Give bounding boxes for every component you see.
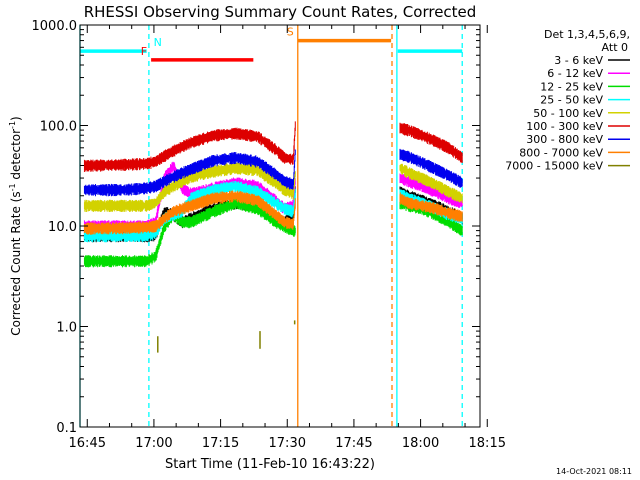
legend-label-8: 7000 - 15000 keV: [505, 160, 603, 173]
y-axis-label-sup: -1: [8, 183, 17, 191]
legend-label-6: 300 - 800 keV: [526, 133, 603, 146]
series-100-300-kev-part2: [399, 122, 463, 164]
y-axis-label-main: Corrected Count Rate (s: [9, 191, 23, 335]
y-axis-label-sup2: -1: [8, 121, 17, 129]
series-300-800-kev-part1: [83, 149, 296, 197]
legend-header-attenuator: Att 0: [602, 41, 628, 54]
y-tick-label-1: 1.0: [56, 321, 77, 336]
x-tick-label-1: 17:00: [135, 436, 172, 451]
y-axis-label-end: ): [9, 116, 23, 121]
legend-label-7: 800 - 7000 keV: [519, 146, 603, 159]
y-axis: 0.1 1.0 10.0 100.0 1000.0: [32, 19, 480, 436]
y-tick-label-2: 10.0: [48, 220, 77, 235]
flag-label-n: N: [154, 36, 162, 49]
flag-label-f: F: [141, 45, 147, 58]
flag-label-s: S: [287, 26, 294, 39]
y-tick-label-4: 1000.0: [32, 19, 78, 34]
legend-header-detectors: Det 1,3,4,5,6,9,: [544, 28, 630, 41]
y-tick-label-0: 0.1: [56, 421, 77, 436]
series-300-800-kev-part2: [399, 148, 463, 189]
y-tick-label-3: 100.0: [40, 120, 77, 135]
legend-label-0: 3 - 6 keV: [554, 54, 603, 67]
legend-label-4: 50 - 100 keV: [533, 107, 603, 120]
series-6-12-kev-part2: [399, 173, 463, 209]
series-50-100-kev-part2: [399, 163, 463, 203]
legend-label-1: 6 - 12 keV: [547, 67, 603, 80]
x-tick-label-6: 18:15: [469, 436, 506, 451]
x-axis: 16:45 17:00 17:15 17:30 17:45 18:00 18:15: [69, 25, 506, 451]
chart-title: RHESSI Observing Summary Count Rates, Co…: [84, 3, 477, 21]
series-800-7000-kev-part1: [83, 190, 296, 235]
x-tick-label-4: 17:45: [335, 436, 372, 451]
series-50-100-kev-part1: [83, 162, 296, 213]
y-axis-label-mid: detector: [9, 129, 23, 184]
x-tick-label-2: 17:15: [202, 436, 239, 451]
plot-area: NF S: [79, 25, 463, 427]
legend-label-2: 12 - 25 keV: [540, 80, 603, 93]
x-axis-label: Start Time (11-Feb-10 16:43:22): [165, 457, 375, 472]
series-100-300-kev-part1: [83, 121, 296, 172]
x-tick-label-0: 16:45: [69, 436, 106, 451]
footer-date: 14-Oct-2021 08:11: [556, 467, 632, 476]
x-tick-label-3: 17:30: [269, 436, 306, 451]
legend-label-3: 25 - 50 keV: [540, 94, 603, 107]
series-800-7000-kev-part2: [399, 192, 463, 222]
legend-label-5: 100 - 300 keV: [526, 120, 603, 133]
y-axis-label: Corrected Count Rate (s-1 detector-1): [8, 116, 23, 335]
x-tick-label-5: 18:00: [402, 436, 439, 451]
